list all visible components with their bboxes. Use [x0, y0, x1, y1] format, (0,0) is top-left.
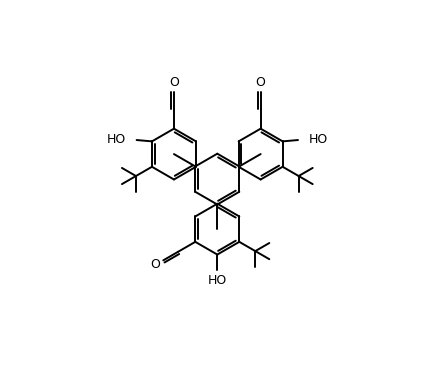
Text: O: O: [169, 76, 179, 89]
Text: HO: HO: [208, 274, 227, 287]
Text: O: O: [256, 76, 265, 89]
Text: HO: HO: [309, 133, 328, 146]
Text: O: O: [150, 258, 160, 271]
Text: HO: HO: [106, 133, 126, 146]
